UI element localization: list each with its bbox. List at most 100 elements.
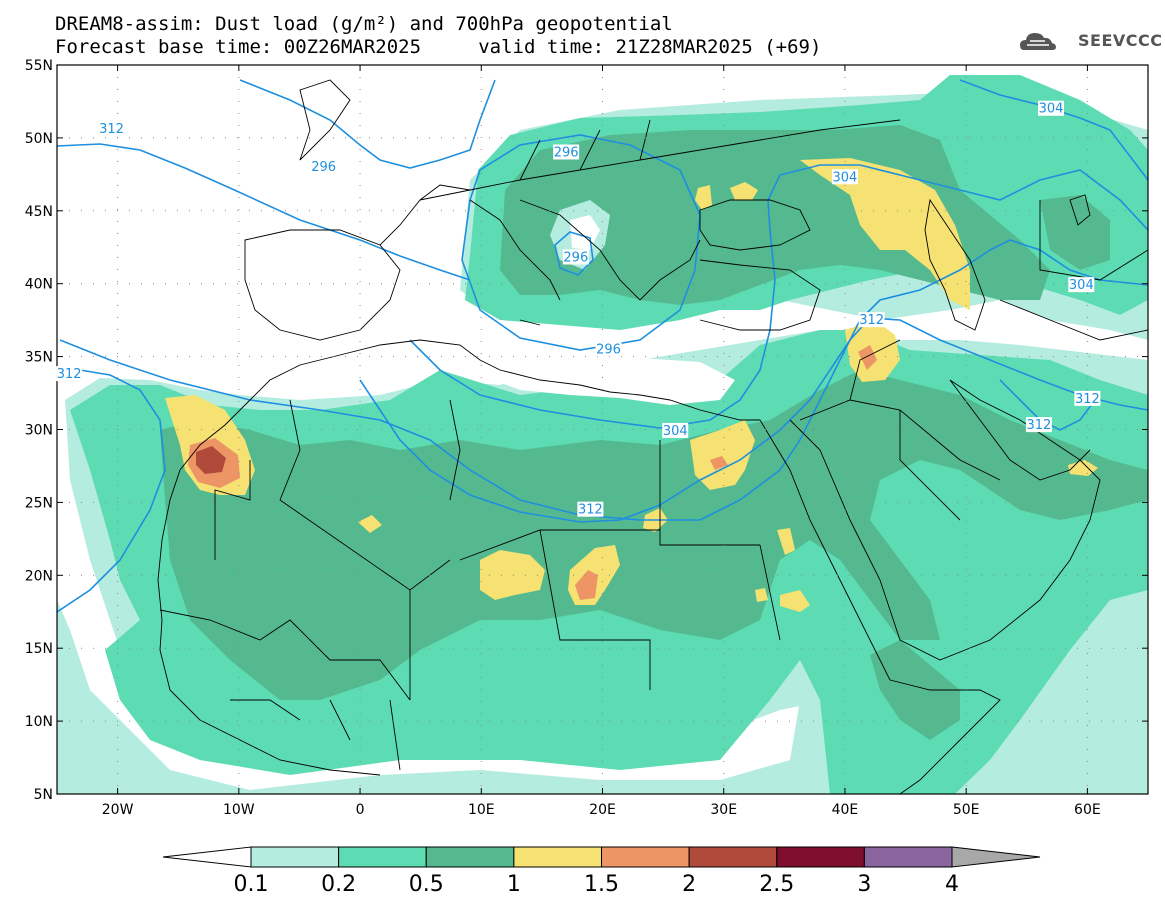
contour-label-text: 312 [859,313,884,328]
contour-label-text: 304 [1039,102,1064,117]
colorbar-box [776,846,865,868]
contour-label-bg [831,169,858,185]
colorbar-box [513,846,602,868]
contour-304 [59,239,1148,521]
lon-tick-label: 60E [1074,802,1101,818]
lon-tick-label: 50E [953,802,980,818]
coast-red-sea [759,419,891,681]
colorbar-box [688,846,778,868]
coast-africa-north [249,339,760,421]
coast-aral [1069,194,1091,226]
dust-band-1.5-eg [710,456,728,470]
contour-label-text: 304 [663,424,688,439]
dust-band-0.5-blob [870,640,960,740]
colorbar-box [863,846,953,868]
coast-turkey [699,259,821,331]
dust-band-1-sudan [780,590,810,612]
lat-tick-label: 20N [25,568,53,584]
forecast-time-line: Forecast base time: 00Z26MAR2025 valid t… [55,36,822,58]
contour-label-text: 312 [99,122,124,137]
contour-label-text: 304 [833,170,858,185]
cloud-icon [1020,33,1056,50]
contour-label-bg [577,501,604,517]
map-title: DREAM8-assim: Dust load (g/m²) and 700hP… [55,13,673,35]
dust-band-1-eg [690,420,755,490]
lon-tick-label: 0 [356,802,365,818]
colorbar-label: 0.1 [234,872,269,897]
lat-tick-label: 35N [25,350,53,366]
lon-tick-label: 10E [468,802,495,818]
axis-ticks [57,64,1148,795]
lat-tick-label: 15N [25,641,53,657]
colorbar-low-triangle [162,846,252,868]
colorbar-high-triangle [951,846,1041,868]
lon-tick-label: 40E [832,802,859,818]
dust-band-1-sudan2 [755,588,768,602]
contour-label-text: 312 [1075,392,1100,407]
contour-label: 312 [577,501,604,518]
coast-persian-gulf [949,379,1091,481]
lon-tick-label: 20E [589,802,616,818]
contour-label-bg [662,422,689,438]
colorbar-label: 1.5 [584,872,619,897]
borders-middle-east [799,339,1001,521]
contour-label-bg [1068,277,1095,293]
dust-field [57,75,1148,794]
colorbar-box [601,846,690,868]
dust-band-1-alg [358,515,382,533]
logo-text: SEEVCCC [1078,31,1163,50]
contour-296-small [554,231,594,276]
dust-band-1-caspian [800,158,970,310]
lat-tick-label: 10N [25,714,53,730]
colorbar-label: 2.5 [759,872,794,897]
coast-iberia [244,229,401,341]
contour-label-bg [562,249,589,265]
contour-label-text: 296 [311,160,336,175]
axis-labels: 55N 50N 45N 40N 35N 30N 25N 20N 15N 10N 5N 20W 10W 0 1… [25,58,1101,818]
contour-label: 296 [595,341,622,357]
contour-label-text: 296 [554,145,579,160]
contour-label-text: 312 [1026,418,1051,433]
coast-balkans [519,199,701,301]
lon-tick-label: 20W [102,802,134,818]
colorbar-label: 4 [945,872,959,897]
borders-sahara [214,399,781,700]
contour-label: 304 [831,169,858,185]
contour-label-bg [553,144,580,160]
lat-tick-label: 25N [25,495,53,511]
contour-312-nw [57,143,471,281]
lat-tick-label: 45N [25,204,53,220]
dust-band-1.5-iraq [858,345,877,370]
lat-tick-label: 30N [25,423,53,439]
contour-label-text: 312 [57,367,82,382]
contour-label: 312 [858,312,885,328]
contour-304-inner [409,164,1148,429]
contour-label: 304 [1068,277,1095,293]
contour-label: 312 [56,366,83,382]
colorbar-label: 0.5 [409,872,444,897]
coast-africa-west [157,399,381,776]
contour-label: 296 [310,159,337,175]
colorbar: 0.1 0.2 0.5 1 1.5 2 2.5 3 4 [162,846,1041,897]
contour-label: 312 [98,121,125,137]
contour-label-bg [1038,100,1065,116]
dust-band-0.5-east [1040,195,1110,270]
borders-west-africa [159,609,411,771]
dust-band-1-ukr [730,182,758,200]
lat-tick-label: 55N [25,58,53,74]
coastlines-borders [157,79,1148,794]
contour-label: 312 [1074,390,1101,407]
contour-label-bg [858,312,885,328]
dust-band-1-niger [480,550,545,600]
dust-band-0.5-north [500,125,1050,305]
coast-horn [889,679,1001,794]
contour-label-bg [310,159,337,175]
contour-label-text: 296 [563,250,588,265]
coast-caspian [924,198,986,331]
dust-band-0.5 [160,370,1148,700]
borders-europe [419,119,901,201]
contour-296-loop [461,134,701,351]
coast-black-sea [699,199,811,251]
contour-label-bg [56,366,83,382]
